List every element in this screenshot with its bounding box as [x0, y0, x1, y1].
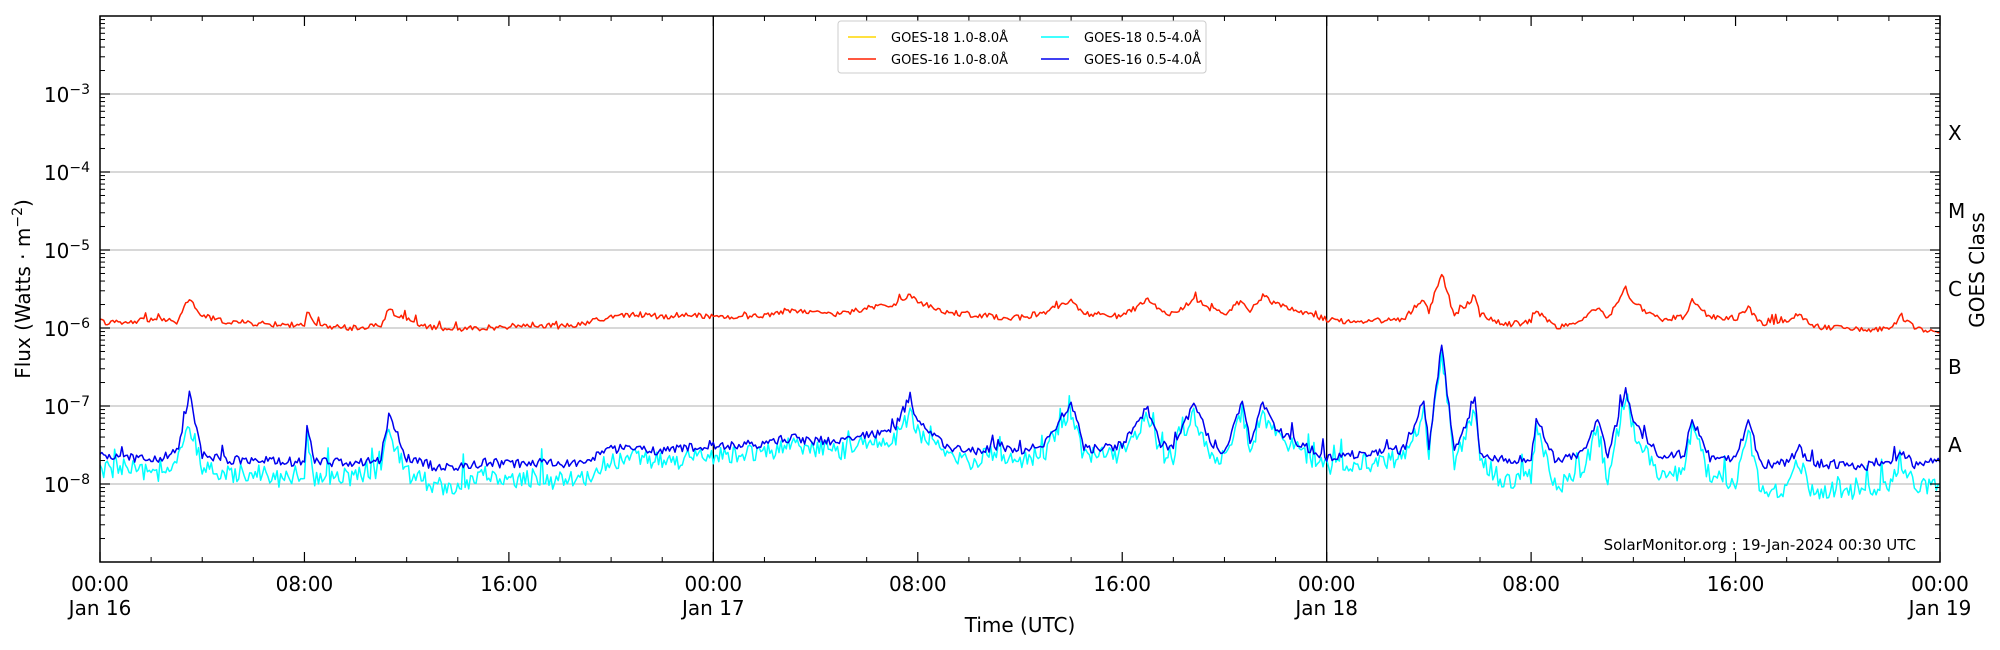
- y-tick-exp: −7: [69, 394, 90, 410]
- y-axis-title-exp: −2: [10, 207, 26, 228]
- x-tick-date-label: Jan 19: [1907, 596, 1972, 620]
- x-axis-title: Time (UTC): [964, 613, 1076, 637]
- y-tick-exp: −3: [69, 82, 90, 98]
- x-tick-time-label: 08:00: [889, 572, 947, 596]
- x-tick-time-label: 00:00: [1298, 572, 1356, 596]
- y-tick-base: 10: [44, 473, 69, 497]
- x-tick-date-label: Jan 16: [67, 596, 132, 620]
- day-boundary-layer: [712, 16, 1328, 562]
- series-line-3: [99, 344, 1941, 472]
- y-tick-label: 10−3: [44, 82, 90, 107]
- y-tick-base: 10: [44, 239, 69, 263]
- x-tick-time-label: 00:00: [1911, 572, 1969, 596]
- y-axis-title: Flux (Watts · m−2): [10, 199, 35, 379]
- y-tick-label: 10−7: [44, 394, 90, 419]
- grid-layer: [100, 93, 1940, 485]
- x-tick-date-label: Jan 18: [1293, 596, 1358, 620]
- goes-class-label-x: X: [1948, 121, 1962, 145]
- x-tick-time-label: 16:00: [480, 572, 538, 596]
- y-tick-label: 10−6: [44, 316, 90, 341]
- legend: GOES-18 1.0-8.0Å GOES-16 1.0-8.0Å GOES-18 …: [837, 20, 1207, 74]
- y-tick-label: 10−4: [44, 160, 90, 185]
- y-tick-exp: −4: [69, 160, 90, 176]
- goes-class-label-c: C: [1948, 277, 1962, 301]
- y-tick-label: 10−5: [44, 238, 90, 263]
- y-axis-title-suffix: ): [11, 199, 35, 207]
- series-layer: [99, 273, 1941, 500]
- x-tick-date-label: Jan 17: [680, 596, 745, 620]
- y-tick-base: 10: [44, 83, 69, 107]
- y-tick-base: 10: [44, 161, 69, 185]
- y-tick-exp: −5: [69, 238, 90, 254]
- goes-class-label-m: M: [1948, 199, 1965, 223]
- ticks-layer: [99, 16, 1941, 562]
- plot-frame: [99, 15, 1941, 563]
- goes-class-label-b: B: [1948, 355, 1962, 379]
- x-tick-time-label: 16:00: [1093, 572, 1151, 596]
- series-line-1: [99, 273, 1941, 334]
- y-axis-title-prefix: Flux (Watts · m: [11, 228, 35, 379]
- y-tick-exp: −6: [69, 316, 90, 332]
- legend-label-1: GOES-16 1.0-8.0Å: [891, 52, 1008, 68]
- y-tick-label: 10−8: [44, 472, 90, 497]
- x-tick-time-label: 16:00: [1707, 572, 1765, 596]
- goes-class-axis-title: GOES Class: [1965, 212, 1989, 328]
- legend-label-3: GOES-16 0.5-4.0Å: [1084, 52, 1201, 68]
- legend-label-0: GOES-18 1.0-8.0Å: [891, 30, 1008, 46]
- y-tick-base: 10: [44, 395, 69, 419]
- x-tick-time-label: 08:00: [1502, 572, 1560, 596]
- legend-label-2: GOES-18 0.5-4.0Å: [1084, 30, 1201, 46]
- series-line-2: [99, 351, 1941, 500]
- x-tick-time-label: 00:00: [71, 572, 129, 596]
- credit-text: SolarMonitor.org : 19-Jan-2024 00:30 UTC: [1604, 536, 1916, 554]
- goes-class-label-a: A: [1948, 433, 1962, 457]
- y-tick-exp: −8: [69, 472, 90, 488]
- x-tick-time-label: 00:00: [685, 572, 743, 596]
- legend-box: [837, 20, 1207, 74]
- y-tick-base: 10: [44, 317, 69, 341]
- x-tick-time-label: 08:00: [276, 572, 334, 596]
